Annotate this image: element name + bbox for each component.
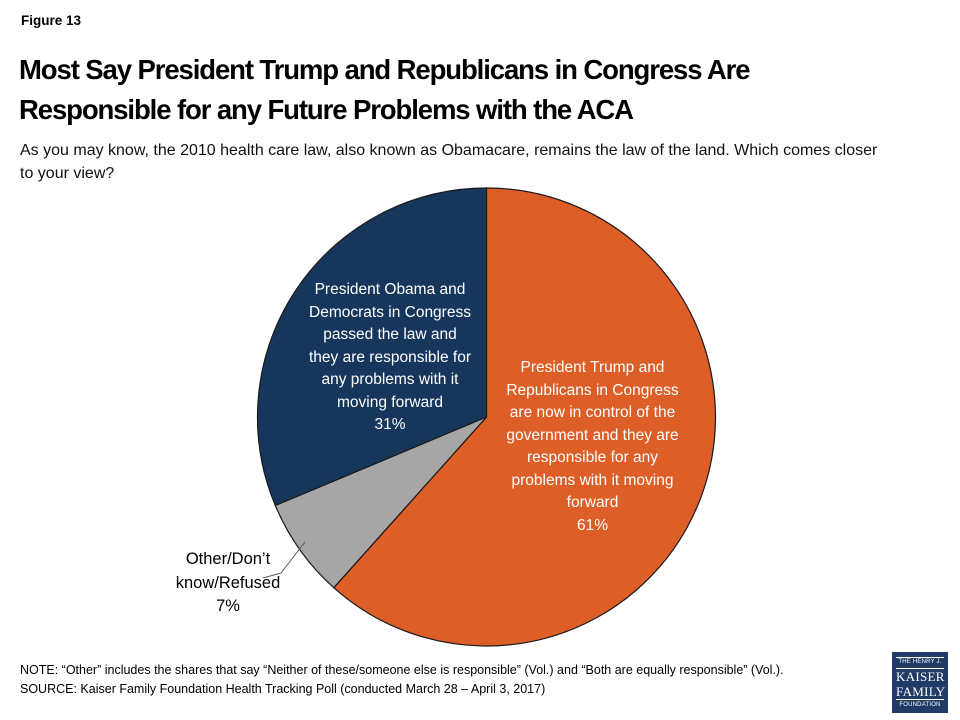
- pie-slice-1: [274, 416, 487, 589]
- source-text: SOURCE: Kaiser Family Foundation Health …: [20, 682, 546, 696]
- note-text: NOTE: “Other” includes the shares that s…: [20, 663, 784, 677]
- slice-label-obama: President Obama and Democrats in Congres…: [309, 281, 471, 433]
- slice-label-other: Other/Don’t know/Refused 7%: [175, 550, 281, 615]
- slice-label-trump: President Trump and Republicans in Congr…: [506, 359, 679, 534]
- figure-label: Figure 13: [21, 13, 82, 28]
- logo-kaiser-text: KAISER: [896, 669, 945, 684]
- logo-henry-j-text: THE HENRY J.: [896, 657, 944, 669]
- page-title: Most Say President Trump and Republicans…: [19, 54, 751, 125]
- kff-logo: THE HENRY J. KAISER FAMILY FOUNDATION: [892, 652, 948, 713]
- leader-line: [262, 541, 306, 579]
- logo-family-text: FAMILY: [896, 683, 946, 699]
- footer-notes: NOTE: “Other” includes the shares that s…: [20, 661, 880, 699]
- logo-foundation-text: FOUNDATION: [896, 699, 944, 709]
- pie-slice-0: [332, 187, 717, 647]
- pie-slices: [256, 187, 717, 647]
- pie-slice-2: [256, 187, 488, 507]
- chart-subtitle: As you may know, the 2010 health care la…: [20, 142, 878, 182]
